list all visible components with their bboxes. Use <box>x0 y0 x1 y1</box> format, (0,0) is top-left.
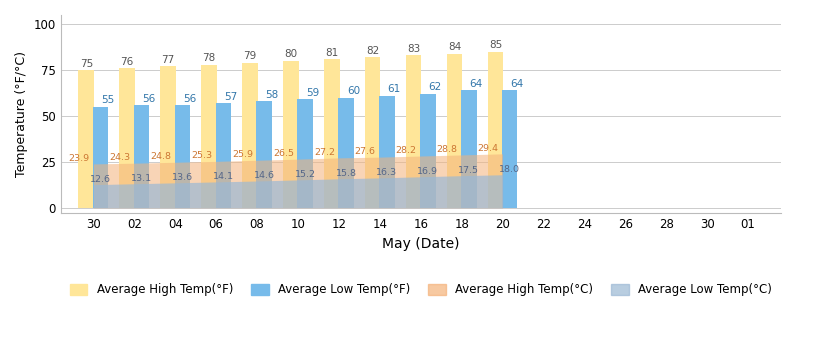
Text: 16.9: 16.9 <box>417 167 438 176</box>
Text: 64: 64 <box>470 79 483 89</box>
Bar <box>201 64 217 208</box>
Bar <box>160 66 176 208</box>
Bar <box>365 57 380 208</box>
Bar <box>487 52 503 208</box>
Text: 82: 82 <box>366 46 379 56</box>
Text: 13.1: 13.1 <box>131 174 152 183</box>
Bar <box>379 96 395 208</box>
Bar <box>134 105 149 208</box>
Text: 64: 64 <box>510 79 524 89</box>
Text: 56: 56 <box>142 93 155 104</box>
Bar <box>79 70 94 208</box>
Text: 79: 79 <box>243 51 256 61</box>
Text: 14.1: 14.1 <box>212 172 234 181</box>
Text: 76: 76 <box>120 57 134 67</box>
Bar <box>283 61 299 208</box>
Text: 75: 75 <box>80 59 93 69</box>
Text: 83: 83 <box>407 44 420 54</box>
Text: 80: 80 <box>284 50 297 59</box>
Bar <box>324 59 339 208</box>
Text: 26.5: 26.5 <box>273 149 294 158</box>
Bar <box>216 103 231 208</box>
Text: 28.2: 28.2 <box>396 146 417 155</box>
Bar <box>406 55 422 208</box>
Text: 24.3: 24.3 <box>110 153 130 162</box>
Bar <box>420 94 436 208</box>
Text: 17.5: 17.5 <box>458 166 479 175</box>
Legend: Average High Temp(°F), Average Low Temp(°F), Average High Temp(°C), Average Low : Average High Temp(°F), Average Low Temp(… <box>65 279 777 301</box>
Text: 85: 85 <box>489 40 502 50</box>
Text: 62: 62 <box>428 83 442 92</box>
Y-axis label: Temperature (°F/°C): Temperature (°F/°C) <box>15 51 28 177</box>
Bar <box>461 90 476 208</box>
Text: 24.8: 24.8 <box>150 152 171 161</box>
Text: 27.6: 27.6 <box>354 147 376 156</box>
Text: 58: 58 <box>265 90 278 100</box>
Text: 55: 55 <box>101 95 115 105</box>
Text: 25.3: 25.3 <box>191 151 212 160</box>
Bar <box>339 98 354 208</box>
Text: 56: 56 <box>183 93 197 104</box>
Bar <box>256 101 272 208</box>
Text: 29.4: 29.4 <box>477 144 499 153</box>
Text: 18.0: 18.0 <box>499 165 520 174</box>
Bar <box>120 68 135 208</box>
Bar <box>502 90 517 208</box>
Text: 27.2: 27.2 <box>314 148 334 157</box>
Bar <box>174 105 190 208</box>
Text: 23.9: 23.9 <box>68 154 90 163</box>
Text: 15.2: 15.2 <box>295 171 315 179</box>
Text: 14.6: 14.6 <box>254 172 275 180</box>
Text: 12.6: 12.6 <box>90 175 111 184</box>
Text: 16.3: 16.3 <box>377 168 398 177</box>
Bar <box>297 100 313 208</box>
Bar <box>242 63 257 208</box>
Text: 25.9: 25.9 <box>232 150 253 159</box>
Text: 60: 60 <box>347 86 360 96</box>
Text: 13.6: 13.6 <box>172 173 193 182</box>
Text: 15.8: 15.8 <box>335 169 357 178</box>
Text: 81: 81 <box>325 47 339 58</box>
Text: 59: 59 <box>306 88 319 98</box>
Text: 77: 77 <box>162 55 174 65</box>
Text: 61: 61 <box>388 84 401 94</box>
Text: 84: 84 <box>448 42 461 52</box>
Text: 28.8: 28.8 <box>437 145 457 154</box>
Bar <box>447 54 462 208</box>
X-axis label: May (Date): May (Date) <box>382 237 460 251</box>
Bar <box>93 107 109 208</box>
Text: 78: 78 <box>203 53 216 63</box>
Text: 57: 57 <box>224 92 237 102</box>
